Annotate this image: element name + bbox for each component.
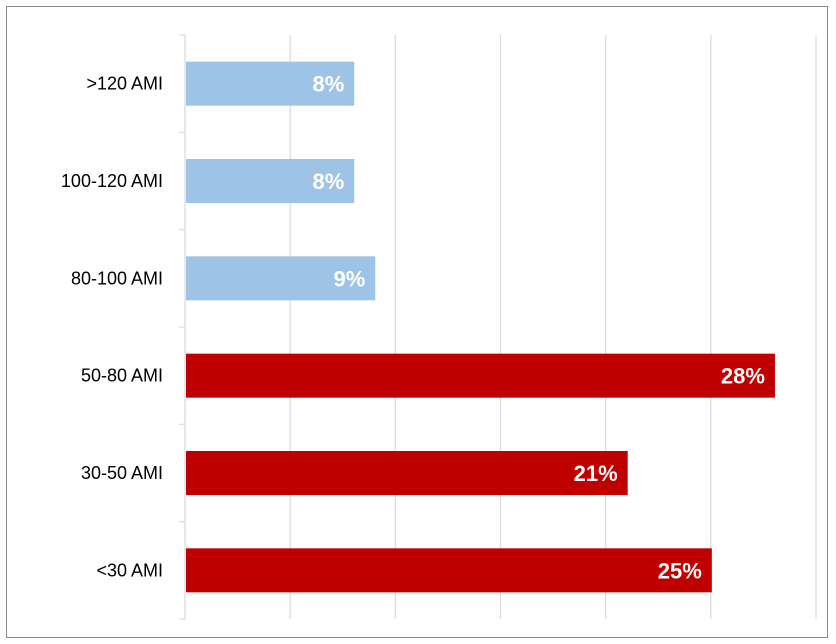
data-label: 8% (312, 169, 344, 194)
bar (186, 61, 355, 106)
data-label: 28% (721, 364, 765, 389)
category-label: 50-80 AMI (81, 366, 163, 386)
data-label: 8% (312, 72, 344, 97)
data-label: 25% (658, 558, 702, 583)
category-label: >120 AMI (86, 74, 163, 94)
data-label: 21% (574, 461, 618, 486)
bar (186, 256, 376, 301)
bar-chart: >120 AMI 8% 100-120 AMI 8% 80-100 AMI 9% 50-80… (61, 34, 817, 620)
bar (186, 159, 355, 203)
category-label: 80-100 AMI (71, 268, 163, 288)
chart-frame: >120 AMI 8% 100-120 AMI 8% 80-100 AMI 9% 50-80… (6, 6, 828, 638)
bar (186, 353, 775, 398)
bar (186, 548, 712, 593)
category-label: <30 AMI (96, 560, 163, 580)
category-label: 30-50 AMI (81, 463, 163, 483)
data-label: 9% (334, 266, 366, 291)
category-label: 100-120 AMI (61, 171, 163, 191)
bar (186, 451, 628, 495)
